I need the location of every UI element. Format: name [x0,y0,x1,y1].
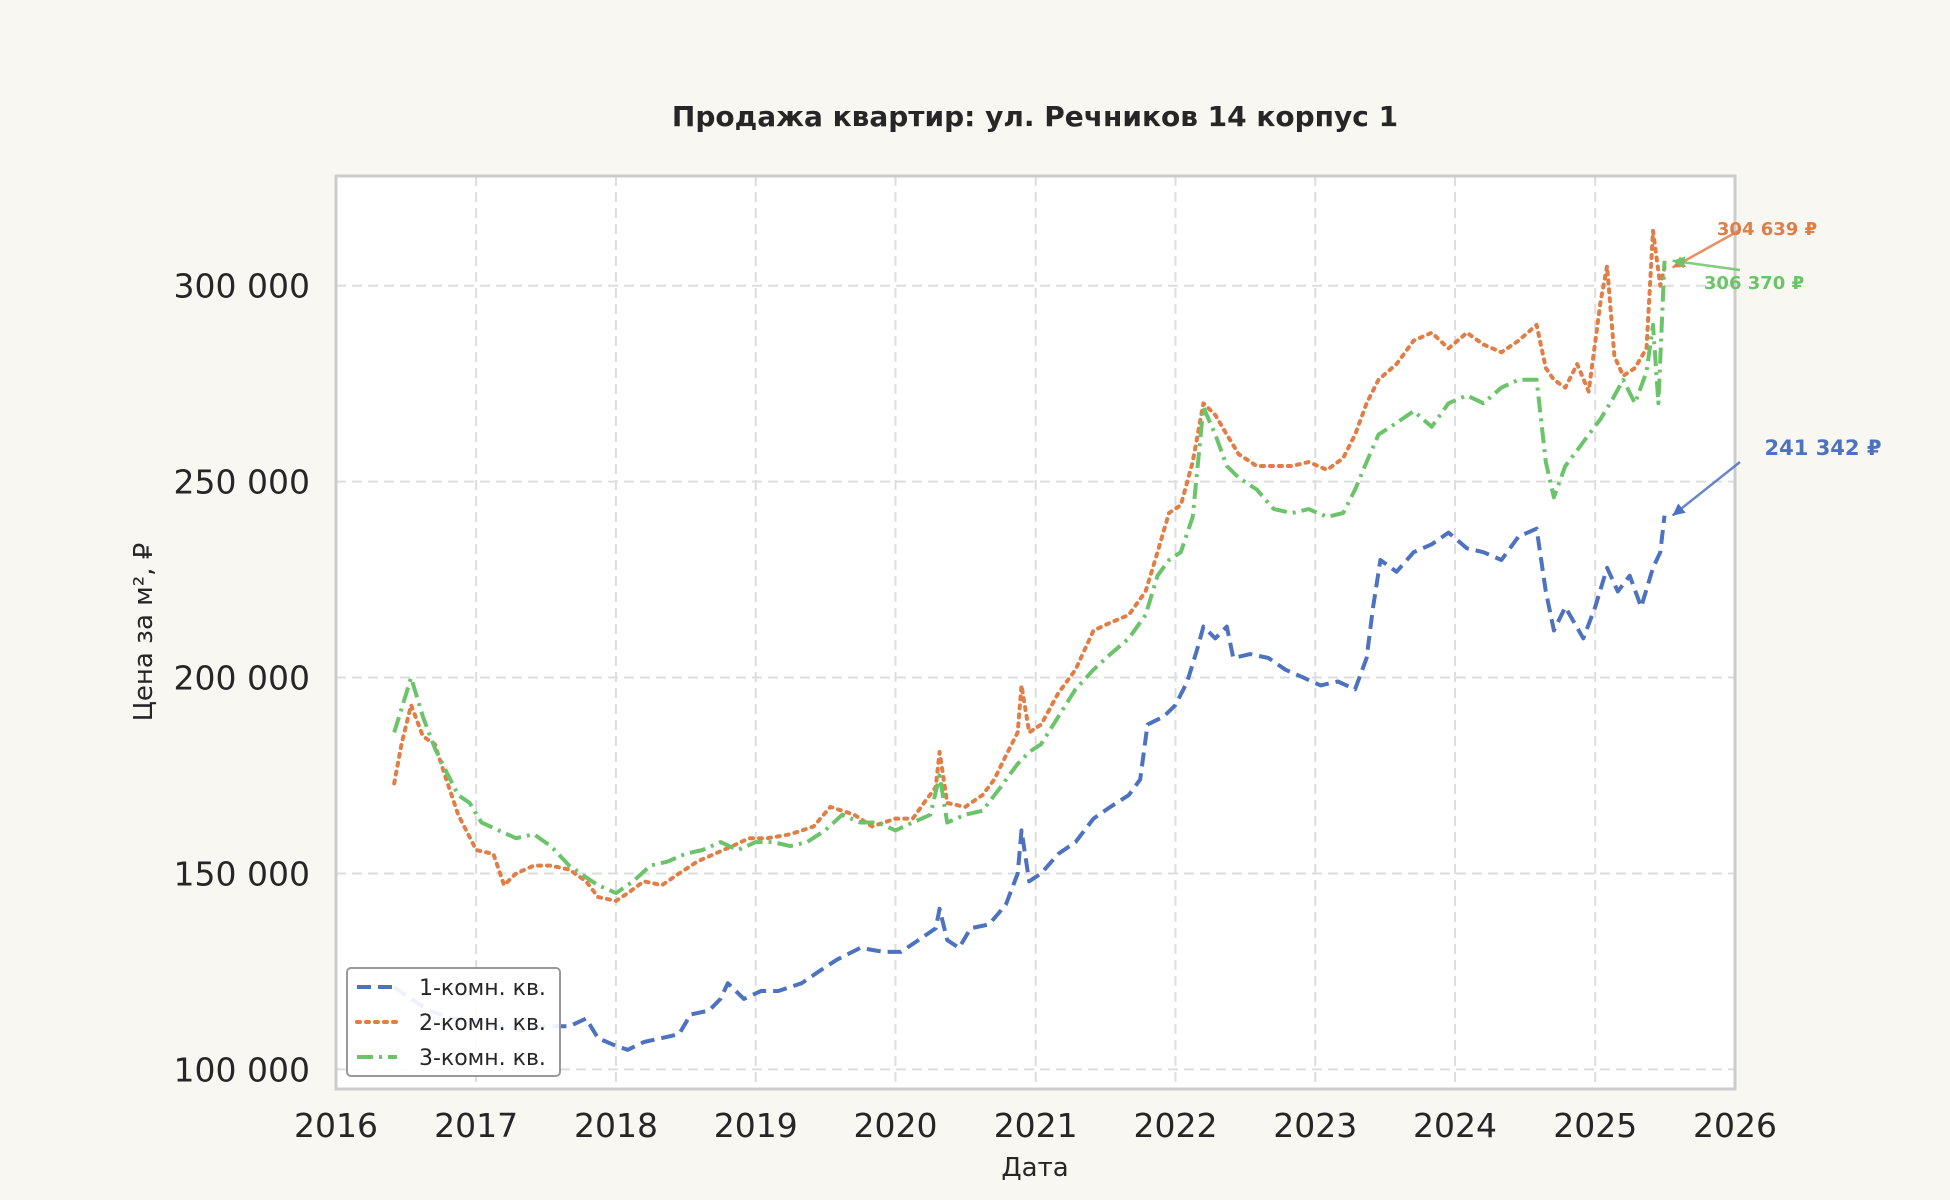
x-tick-label: 2020 [854,1106,938,1145]
legend-label-2: 2-комн. кв. [419,1011,546,1036]
y-tick-label: 150 000 [174,854,310,893]
legend-label-1: 1-комн. кв. [419,976,546,1001]
legend-label-3: 3-комн. кв. [419,1046,546,1071]
annotations: 241 342 ₽ 304 639 ₽ 306 370 ₽ [1671,219,1882,517]
y-axis-label: Цена за м², ₽ [129,543,159,722]
legend-box [346,967,561,1077]
annotation-arrow [1671,461,1741,517]
x-tick-label: 2025 [1553,1106,1637,1145]
x-tick-label: 2026 [1693,1106,1777,1145]
x-tick-label: 2018 [574,1106,658,1145]
x-tick-label: 2016 [294,1106,378,1145]
series-line-3 [392,260,1667,896]
y-axis-ticks: 100 000 150 000 200 000 250 000 300 000 [174,267,310,1090]
x-tick-label: 2023 [1273,1106,1357,1145]
annotation-label: 306 370 ₽ [1704,273,1804,294]
x-tick-label: 2019 [714,1106,798,1145]
x-axis-label: Дата [1001,1153,1068,1183]
y-tick-label: 200 000 [174,659,310,698]
series-line-2 [392,228,1667,903]
plot-frame [334,174,1737,1091]
legend: 1-комн. кв. 2-комн. кв. 3-комн. кв. [346,967,561,1077]
annotation-arrowhead [1672,503,1686,516]
x-axis-ticks: 2016 2017 2018 2019 2020 2021 2022 2023 2024 2025… [294,1106,1777,1145]
x-tick-label: 2021 [994,1106,1078,1145]
y-tick-label: 100 000 [174,1050,310,1089]
annotation-label: 304 639 ₽ [1717,219,1817,240]
series-line-1 [393,515,1667,1052]
chart-title: Продажа квартир: ул. Речников 14 корпус … [672,100,1398,133]
y-tick-label: 300 000 [174,267,310,306]
x-tick-label: 2017 [434,1106,518,1145]
annotation-arrowhead [1672,256,1686,269]
x-tick-label: 2022 [1133,1106,1217,1145]
y-tick-label: 250 000 [174,463,310,502]
annotation-label: 241 342 ₽ [1765,436,1882,460]
series-layer [392,228,1667,1052]
x-tick-label: 2024 [1413,1106,1497,1145]
